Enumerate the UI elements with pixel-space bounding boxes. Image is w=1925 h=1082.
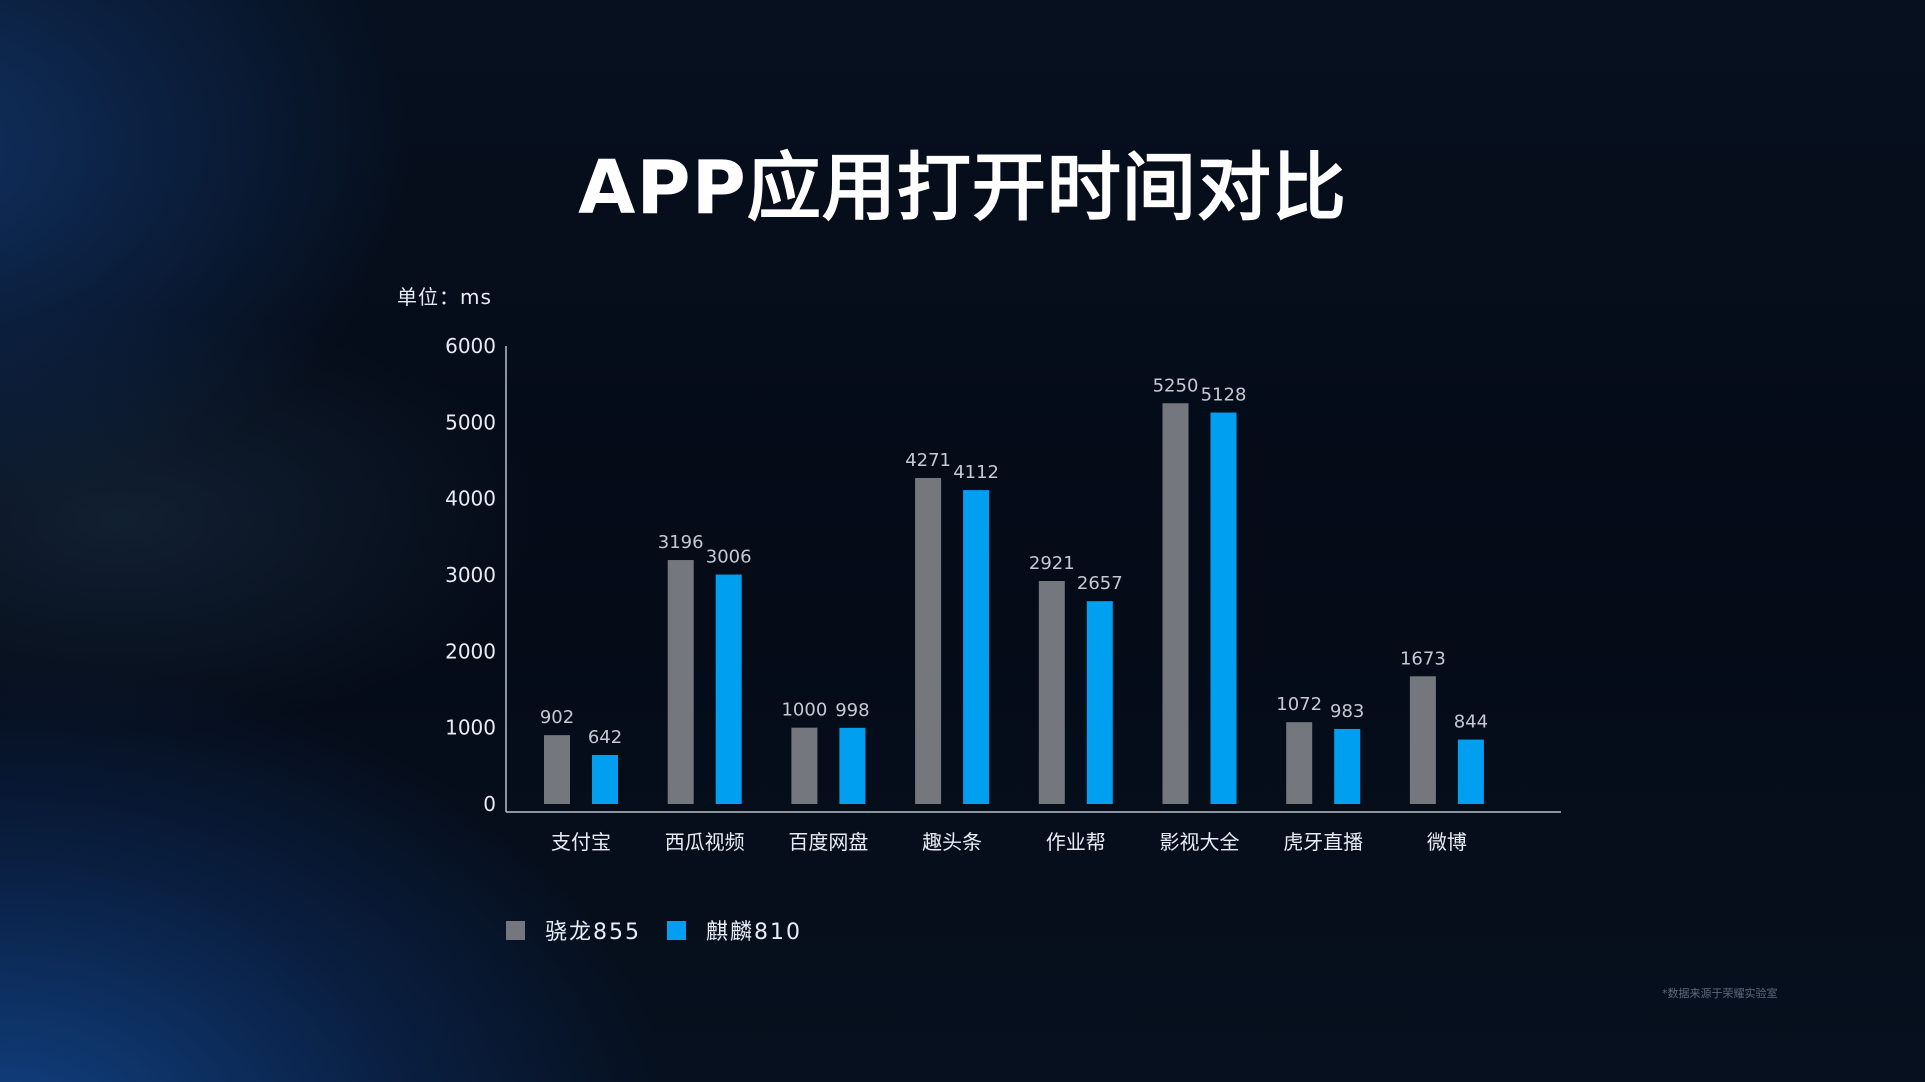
y-tick-label: 5000	[445, 410, 496, 434]
data-label: 3196	[658, 532, 704, 553]
bar-snapdragon	[915, 477, 942, 804]
x-tick-label: 百度网盘	[788, 830, 868, 854]
bar-snapdragon	[1162, 403, 1189, 804]
legend-swatch-kirin	[667, 920, 686, 940]
data-label: 1072	[1276, 694, 1322, 715]
bar-snapdragon	[791, 727, 818, 804]
data-label: 902	[540, 707, 574, 728]
data-label: 3006	[706, 547, 752, 568]
bar-kirin	[592, 754, 618, 804]
legend-label-snapdragon: 骁龙855	[545, 920, 641, 945]
legend-swatch-snapdragon	[506, 920, 525, 940]
y-tick-label: 1000	[445, 716, 496, 740]
y-tick-label: 4000	[445, 487, 496, 511]
x-tick-label: 趣头条	[922, 830, 982, 854]
legend-item-kirin: 麒麟810	[667, 914, 802, 946]
bar-snapdragon	[1286, 722, 1313, 804]
bar-snapdragon	[544, 735, 570, 804]
y-tick-label: 0	[483, 792, 496, 816]
data-label: 998	[835, 700, 869, 721]
data-label: 5128	[1201, 385, 1247, 406]
x-tick-label: 西瓜视频	[665, 830, 745, 854]
data-label: 5250	[1153, 375, 1199, 396]
bar-snapdragon	[1409, 676, 1436, 804]
data-label: 4112	[953, 462, 999, 483]
data-source-footnote: *数据来源于荣耀实验室	[1662, 987, 1778, 1000]
bar-kirin	[1086, 601, 1113, 804]
y-tick-label: 3000	[445, 563, 496, 587]
data-label: 1000	[781, 700, 827, 721]
data-label: 983	[1330, 701, 1364, 722]
legend-item-snapdragon: 骁龙855	[506, 914, 641, 946]
x-tick-label: 作业帮	[1046, 830, 1106, 854]
x-tick-label: 微博	[1427, 830, 1467, 854]
data-label: 4271	[905, 450, 951, 471]
y-tick-label: 6000	[445, 334, 496, 358]
x-tick-label: 支付宝	[551, 830, 611, 854]
bar-kirin	[963, 490, 990, 804]
data-label: 1673	[1400, 648, 1446, 669]
unit-label: 单位：ms	[397, 285, 492, 309]
bar-kirin	[839, 727, 866, 804]
bar-kirin	[1210, 412, 1237, 804]
chart-title: APP应用打开时间对比	[578, 145, 1347, 231]
y-tick-label: 2000	[445, 639, 496, 663]
data-label: 2657	[1077, 573, 1123, 594]
legend-label-kirin: 麒麟810	[706, 920, 802, 945]
x-tick-label: 虎牙直播	[1283, 830, 1363, 854]
bar-kirin	[715, 574, 742, 804]
x-tick-label: 影视大全	[1160, 830, 1240, 854]
bar-kirin	[1334, 728, 1361, 804]
data-label: 642	[588, 727, 622, 748]
bar-kirin	[1457, 739, 1484, 804]
data-label: 844	[1454, 712, 1488, 733]
bar-snapdragon	[667, 560, 694, 804]
data-label: 2921	[1029, 553, 1075, 574]
bar-snapdragon	[1038, 581, 1065, 804]
